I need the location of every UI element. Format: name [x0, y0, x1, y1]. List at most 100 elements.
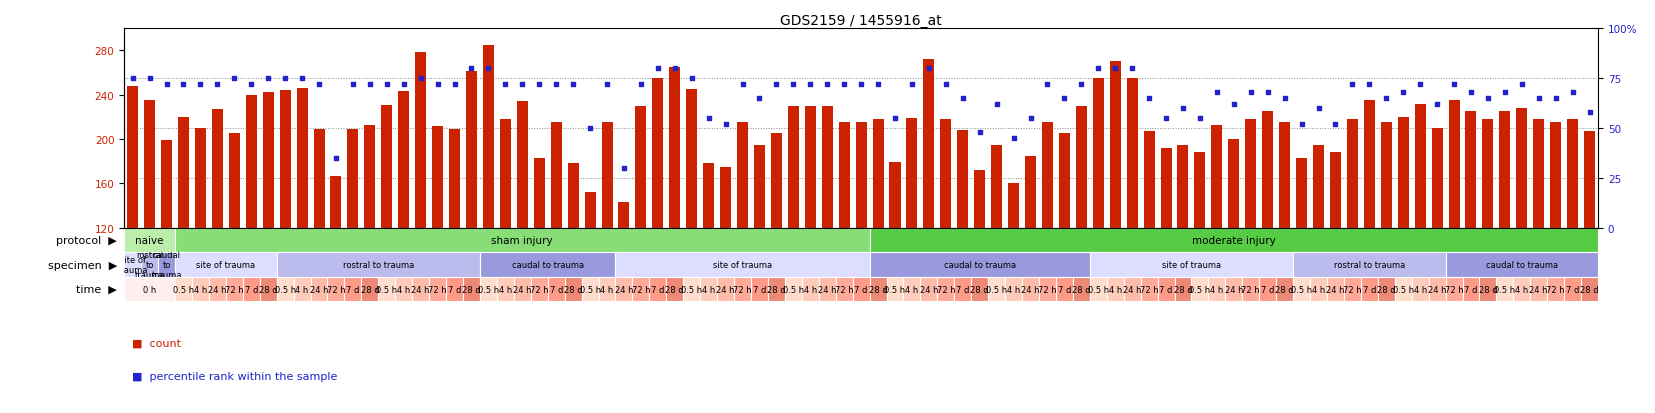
Point: [1000, 135, 1026, 142]
Point: [1475, 95, 1501, 102]
Point: [627, 81, 654, 88]
Point: [915, 66, 942, 72]
Text: 7 d: 7 d: [447, 285, 462, 294]
Bar: [1038, 277, 1056, 301]
Bar: [1360, 277, 1377, 301]
Point: [204, 81, 230, 88]
Bar: [192, 277, 209, 301]
Point: [1152, 115, 1178, 122]
Bar: [1092, 79, 1104, 228]
Point: [187, 81, 213, 88]
Bar: [720, 167, 730, 228]
Bar: [263, 93, 273, 228]
Bar: [616, 253, 869, 277]
Text: sham injury: sham injury: [492, 235, 553, 246]
Bar: [175, 253, 276, 277]
Point: [440, 81, 467, 88]
Bar: [872, 120, 884, 228]
Point: [1187, 115, 1213, 122]
Text: 0.5 h: 0.5 h: [1291, 285, 1311, 294]
Bar: [1581, 277, 1597, 301]
Point: [1016, 115, 1043, 122]
Point: [679, 76, 705, 82]
Bar: [937, 277, 953, 301]
Bar: [1173, 277, 1190, 301]
Point: [306, 81, 333, 88]
Bar: [1144, 132, 1154, 228]
Point: [1576, 109, 1602, 116]
Point: [611, 165, 637, 172]
Bar: [1024, 157, 1036, 228]
Text: 72 h: 72 h: [1546, 285, 1564, 294]
Text: 0.5 h: 0.5 h: [783, 285, 803, 294]
Bar: [568, 164, 578, 228]
Point: [831, 81, 857, 88]
Text: 24 h: 24 h: [1223, 285, 1243, 294]
Point: [255, 76, 281, 82]
Bar: [276, 253, 480, 277]
Bar: [1241, 277, 1258, 301]
Point: [1339, 81, 1365, 88]
Bar: [889, 163, 900, 228]
Bar: [463, 277, 480, 301]
Bar: [396, 277, 412, 301]
Point: [983, 102, 1010, 108]
Bar: [1211, 125, 1221, 228]
Text: 7 d: 7 d: [1362, 285, 1375, 294]
Bar: [225, 277, 243, 301]
Bar: [551, 123, 561, 228]
Text: 7 d: 7 d: [1566, 285, 1579, 294]
Bar: [1160, 149, 1170, 228]
Point: [864, 81, 890, 88]
Point: [847, 81, 874, 88]
Point: [1236, 90, 1263, 96]
Bar: [445, 277, 463, 301]
Text: 28 d: 28 d: [258, 285, 278, 294]
Bar: [940, 120, 950, 228]
Bar: [801, 277, 818, 301]
Text: 72 h: 72 h: [1139, 285, 1158, 294]
Text: 24 h: 24 h: [209, 285, 227, 294]
Text: ■  percentile rank within the sample: ■ percentile rank within the sample: [132, 371, 338, 381]
Bar: [1193, 153, 1205, 228]
Point: [948, 95, 975, 102]
Bar: [1549, 123, 1561, 228]
Bar: [381, 105, 392, 228]
Bar: [1529, 277, 1546, 301]
Point: [1524, 95, 1551, 102]
Point: [323, 155, 349, 162]
Bar: [1584, 132, 1594, 228]
Point: [1304, 105, 1331, 112]
Text: caudal to trauma: caudal to trauma: [511, 261, 584, 269]
Bar: [311, 277, 328, 301]
Text: site of trauma: site of trauma: [1162, 261, 1220, 269]
Point: [1440, 81, 1466, 88]
Point: [238, 81, 265, 88]
Text: 4 h: 4 h: [1413, 285, 1427, 294]
Bar: [1394, 277, 1410, 301]
Bar: [480, 277, 496, 301]
Text: 72 h: 72 h: [326, 285, 344, 294]
Text: 24 h: 24 h: [1326, 285, 1344, 294]
Point: [356, 81, 382, 88]
Bar: [260, 277, 276, 301]
Bar: [632, 277, 649, 301]
Bar: [836, 277, 852, 301]
Bar: [991, 145, 1001, 228]
Bar: [1072, 277, 1089, 301]
Text: 24 h: 24 h: [818, 285, 836, 294]
Bar: [157, 253, 175, 277]
Text: 28 d: 28 d: [665, 285, 684, 294]
Bar: [1533, 120, 1544, 228]
Bar: [804, 107, 816, 228]
Text: 7 d: 7 d: [1259, 285, 1274, 294]
Bar: [124, 228, 175, 253]
Text: 7 d: 7 d: [549, 285, 563, 294]
Point: [594, 81, 621, 88]
Text: 7 d: 7 d: [1158, 285, 1172, 294]
Text: 4 h: 4 h: [702, 285, 715, 294]
Text: 24 h: 24 h: [1021, 285, 1039, 294]
Bar: [852, 277, 869, 301]
Bar: [1293, 277, 1309, 301]
Bar: [1125, 79, 1137, 228]
